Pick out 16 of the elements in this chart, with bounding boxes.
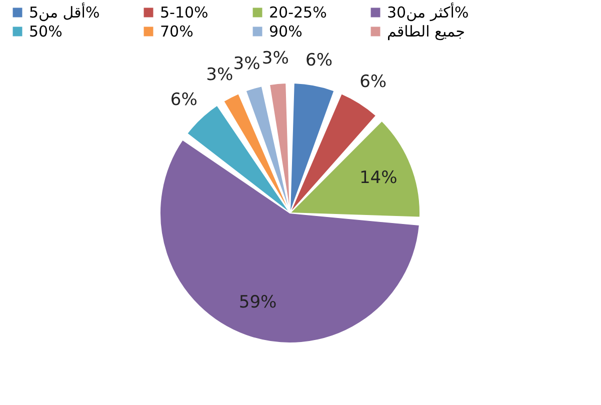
data-label: 3% [233, 54, 260, 74]
legend-label: أكثر من30% [387, 2, 469, 22]
legend-label: أقل من5% [29, 2, 100, 22]
data-label: 3% [262, 48, 289, 69]
legend-label: 5-10% [160, 4, 208, 22]
data-label: 14% [359, 168, 398, 188]
data-label: 59% [238, 292, 277, 312]
legend-label: 50% [29, 22, 62, 40]
data-label: 6% [170, 90, 198, 110]
legend-label: 70% [160, 22, 194, 40]
data-label: 3% [206, 64, 234, 85]
legend-label: جميع الطاقم [387, 22, 465, 40]
legend-label: 20-25% [269, 4, 327, 22]
data-label: 6% [360, 72, 387, 92]
data-label: 6% [306, 50, 333, 71]
legend-label: 90% [269, 22, 302, 40]
